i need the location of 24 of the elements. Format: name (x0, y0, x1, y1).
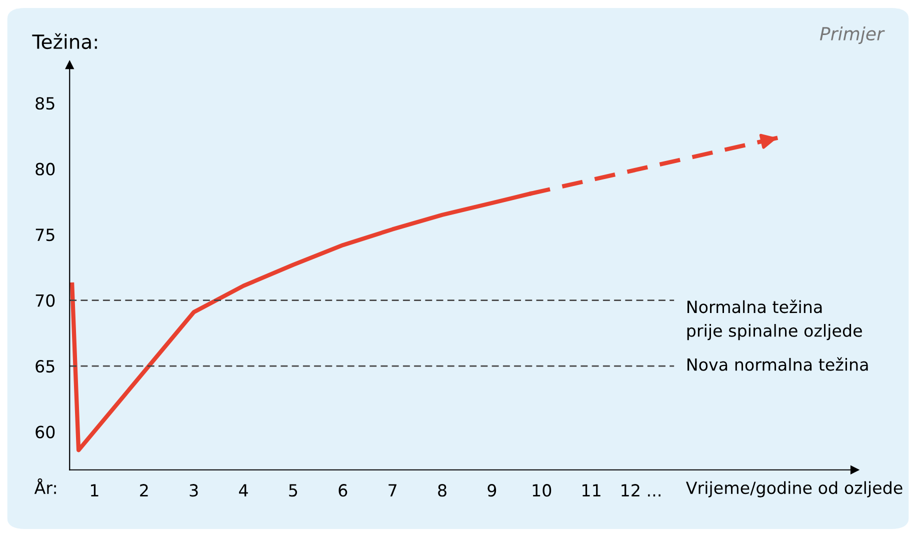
ref-line-label: Nova normalna težina (687, 357, 868, 371)
y-tick-label: 65 (36, 360, 54, 373)
x-tick-label: 12 ... (622, 484, 660, 496)
x-tick-label: 3 (190, 484, 198, 497)
y-axis-title: Težina: (32, 33, 97, 50)
x-tick-label: 5 (289, 484, 298, 497)
x-tick-label: 4 (239, 484, 248, 496)
text: Primjer (820, 26, 885, 44)
y-tick-label: 60 (36, 426, 55, 438)
x-tick-label: 10 (532, 484, 552, 497)
y-tick-label: 75 (36, 228, 54, 242)
ref-line-label: Normalna težina prije spinalne ozljede (687, 300, 862, 340)
x-tick-label: 2 (140, 484, 148, 496)
y-tick-label: 80 (36, 162, 55, 176)
x-axis-title: Vrijeme/godine od ozljede (686, 481, 902, 498)
x-tick-label: 1 (90, 484, 98, 496)
text: År: (34, 478, 56, 494)
x-tick-label: 6 (338, 484, 348, 497)
y-tick-label: 70 (36, 294, 55, 307)
y-tick-label: 85 (36, 97, 54, 110)
x-tick-label: 7 (388, 484, 396, 496)
x-tick-label: 8 (438, 484, 446, 497)
x-tick-label: 9 (488, 484, 496, 497)
x-tick-label: 11 (582, 484, 600, 496)
